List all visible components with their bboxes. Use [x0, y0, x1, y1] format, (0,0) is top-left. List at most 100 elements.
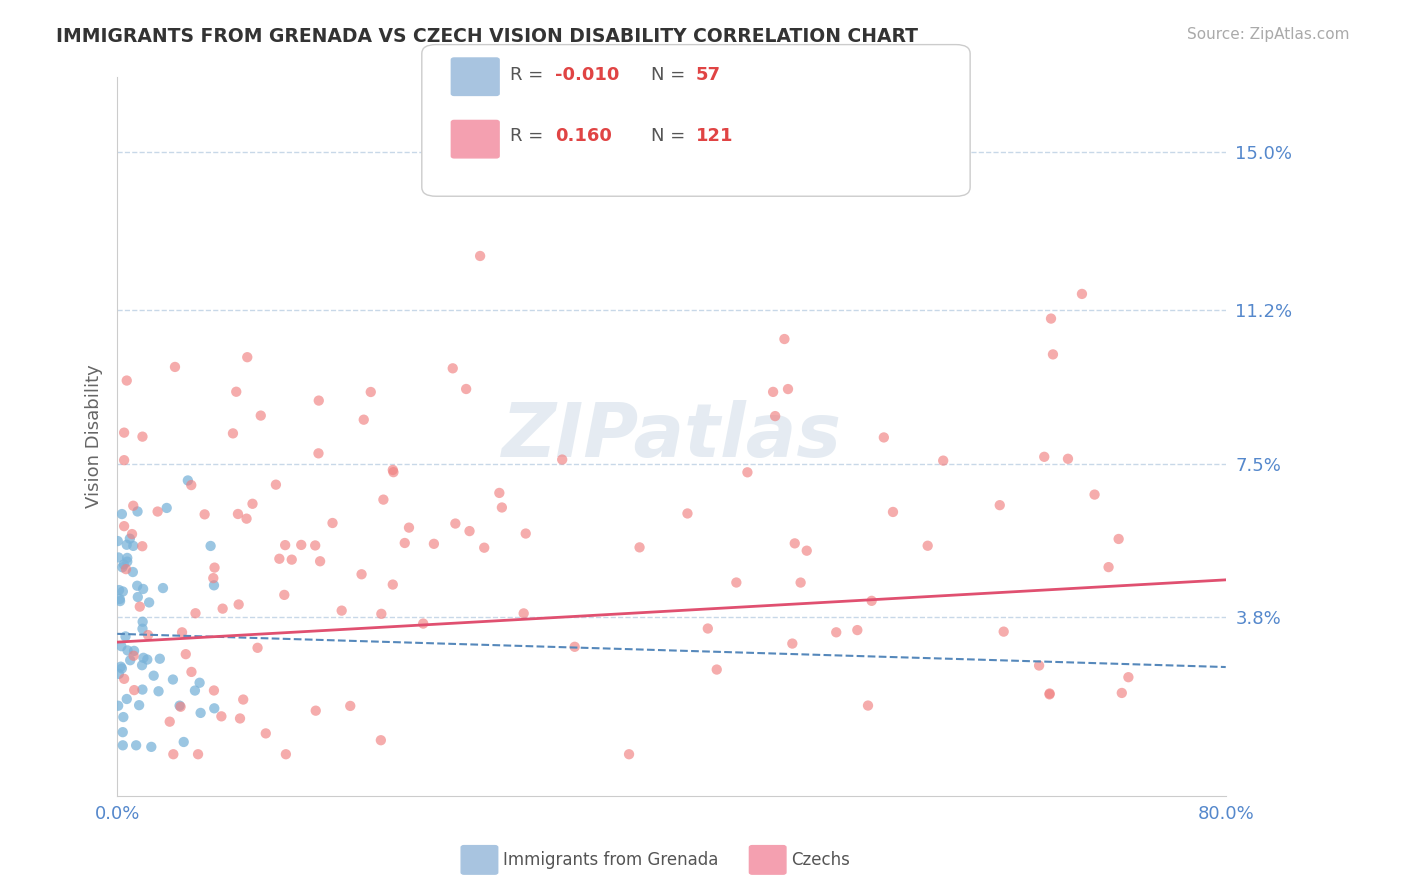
Point — [458, 524, 481, 538]
Point — [249, 409, 271, 423]
Point — [112, 672, 135, 686]
Point — [131, 539, 153, 553]
Text: N =: N = — [651, 66, 690, 84]
Point — [373, 492, 395, 507]
Point — [763, 409, 786, 423]
Point — [254, 726, 277, 740]
Point — [796, 543, 818, 558]
Point — [423, 537, 446, 551]
Point — [121, 565, 143, 579]
Point — [202, 578, 225, 592]
Point — [131, 430, 153, 444]
Point — [200, 539, 222, 553]
Point — [932, 453, 955, 467]
Point — [339, 698, 361, 713]
Point — [321, 516, 343, 530]
Point — [115, 538, 138, 552]
Point — [232, 692, 254, 706]
Point — [370, 607, 392, 621]
Point — [122, 648, 145, 663]
Text: Immigrants from Grenada: Immigrants from Grenada — [503, 851, 718, 869]
Point — [1039, 686, 1062, 700]
Point — [148, 684, 170, 698]
Point — [472, 541, 495, 555]
Point — [138, 595, 160, 609]
Point — [236, 350, 259, 364]
Point — [988, 498, 1011, 512]
Point — [112, 558, 135, 572]
Point — [190, 706, 212, 720]
Point — [491, 500, 513, 515]
Point — [127, 504, 149, 518]
Point — [169, 698, 191, 713]
Point — [382, 465, 405, 479]
Point — [290, 538, 312, 552]
Point — [122, 499, 145, 513]
Point — [132, 650, 155, 665]
Point — [163, 359, 186, 374]
Point — [112, 425, 135, 440]
Text: N =: N = — [651, 128, 690, 145]
Point — [696, 622, 718, 636]
Point — [353, 413, 375, 427]
Point — [444, 516, 467, 531]
Point — [762, 384, 785, 399]
Point — [202, 701, 225, 715]
Point — [114, 629, 136, 643]
Point — [136, 628, 159, 642]
Point — [112, 710, 135, 724]
Point — [706, 663, 728, 677]
Point — [162, 747, 184, 762]
Point — [107, 698, 129, 713]
Point — [122, 683, 145, 698]
Point — [456, 382, 478, 396]
Point — [127, 579, 149, 593]
Y-axis label: Vision Disability: Vision Disability — [86, 365, 103, 508]
Point — [882, 505, 904, 519]
Point — [856, 698, 879, 713]
Point — [782, 636, 804, 650]
Point — [381, 463, 404, 477]
Point — [235, 511, 257, 525]
Point — [229, 711, 252, 725]
Point — [304, 538, 326, 552]
Point — [202, 683, 225, 698]
Point — [149, 651, 172, 665]
Point — [120, 653, 142, 667]
Point — [228, 598, 250, 612]
Point — [152, 581, 174, 595]
Point — [131, 682, 153, 697]
Point — [1028, 658, 1050, 673]
Point — [141, 739, 163, 754]
Point — [209, 709, 232, 723]
Point — [115, 374, 138, 388]
Point — [177, 474, 200, 488]
Point — [111, 725, 134, 739]
Text: R =: R = — [510, 66, 550, 84]
Point — [737, 465, 759, 479]
Point — [131, 615, 153, 629]
Point — [350, 567, 373, 582]
Point — [108, 594, 131, 608]
Text: -0.010: -0.010 — [555, 66, 620, 84]
Point — [173, 735, 195, 749]
Point — [132, 582, 155, 596]
Point — [280, 552, 302, 566]
Point — [725, 575, 748, 590]
Point — [269, 551, 291, 566]
Point — [783, 536, 806, 550]
Point — [274, 538, 297, 552]
Point — [512, 607, 534, 621]
Point — [242, 497, 264, 511]
Point — [360, 384, 382, 399]
Point — [142, 668, 165, 682]
Point — [222, 426, 245, 441]
Point — [776, 382, 799, 396]
Point — [122, 539, 145, 553]
Point — [110, 659, 132, 673]
Text: ZIPatlas: ZIPatlas — [502, 401, 841, 473]
Point — [564, 640, 586, 654]
Point — [468, 249, 491, 263]
Point — [107, 534, 129, 549]
Point — [170, 625, 193, 640]
